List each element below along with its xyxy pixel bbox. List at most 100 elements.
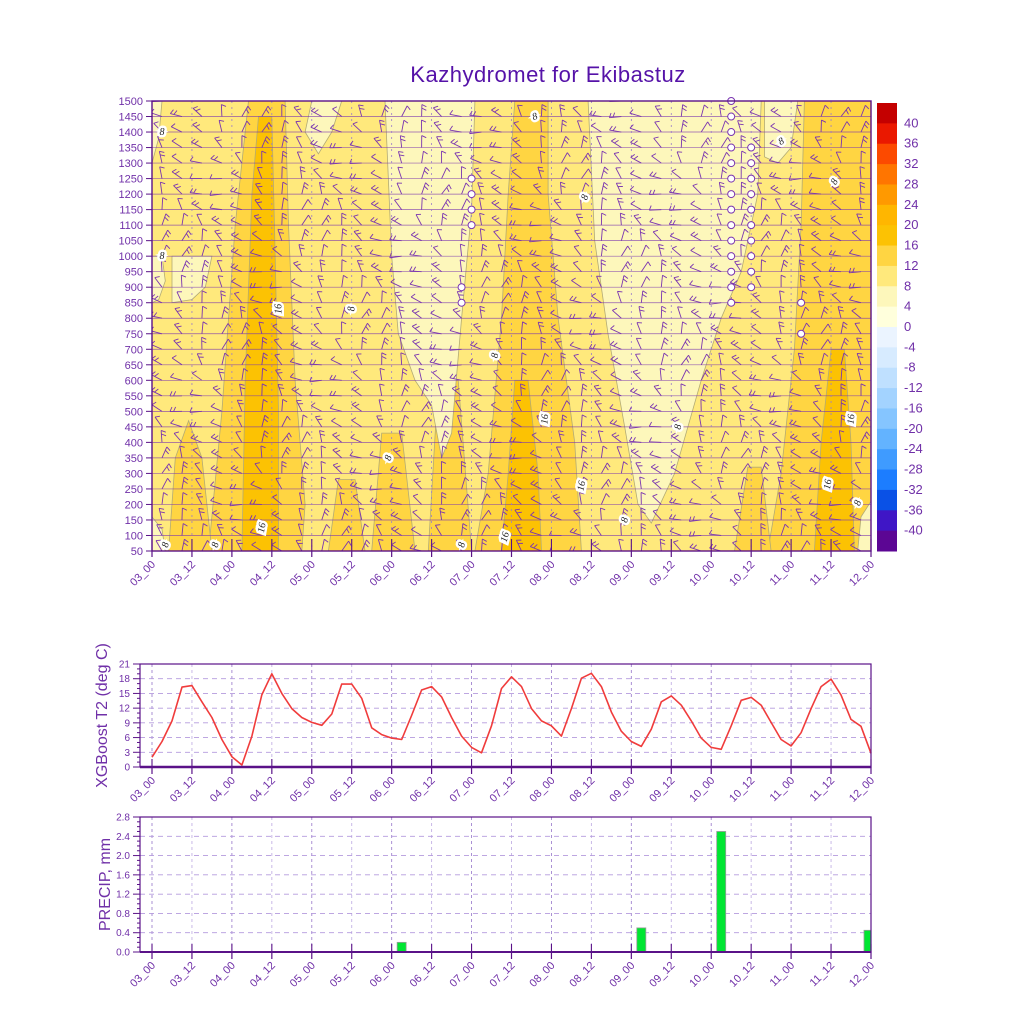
colorbar-segment — [877, 204, 897, 226]
contour-region — [327, 479, 366, 551]
x-tick-label: 09_00 — [607, 775, 637, 805]
x-tick-label: 07_12 — [488, 960, 518, 990]
x-tick-label: 09_12 — [647, 960, 677, 990]
svg-text:8: 8 — [489, 352, 501, 359]
svg-text:04_12: 04_12 — [248, 775, 278, 805]
colorbar-tick-label: 40 — [904, 115, 918, 130]
colorbar-segment — [877, 489, 897, 511]
colorbar-tick-label: 24 — [904, 197, 918, 212]
height-tick-label: 750 — [125, 329, 143, 341]
colorbar-tick-label: 32 — [904, 156, 918, 171]
x-tick-label: 11_12 — [808, 775, 838, 805]
svg-text:8: 8 — [673, 424, 685, 431]
calm-circle — [727, 221, 736, 230]
height-tick-label: 1400 — [119, 127, 143, 139]
calm-circle — [467, 221, 476, 230]
height-tick-label: 950 — [125, 267, 143, 279]
calm-circle — [747, 236, 756, 245]
x-tick-label: 08_12 — [567, 559, 597, 589]
height-tick-label: 1150 — [119, 205, 143, 217]
contour-region — [857, 500, 871, 551]
colorbar-tick-label: 0 — [904, 319, 911, 334]
height-tick-label: 850 — [125, 298, 143, 310]
calm-circle — [727, 190, 736, 199]
calm-circle — [727, 283, 736, 292]
calm-circle — [727, 128, 736, 137]
t2-line — [151, 672, 872, 766]
svg-text:04_12: 04_12 — [248, 960, 278, 990]
colorbar-tick-label: 20 — [904, 217, 918, 232]
svg-text:11_12: 11_12 — [808, 960, 838, 990]
svg-text:09_00: 09_00 — [607, 775, 637, 805]
svg-text:16: 16 — [256, 522, 269, 534]
x-tick-label: 06_12 — [408, 960, 438, 990]
x-tick-label: 03_12 — [168, 559, 198, 589]
height-tick-label: 1250 — [119, 174, 143, 186]
height-tick-label: 250 — [125, 484, 143, 496]
svg-text:09_00: 09_00 — [607, 559, 637, 589]
x-tick-label: 12_00 — [847, 960, 877, 990]
x-tick-label: 11_00 — [768, 559, 798, 589]
svg-text:11_12: 11_12 — [808, 775, 838, 805]
height-tick-label: 1500 — [119, 96, 143, 108]
colorbar-segment — [877, 184, 897, 206]
colorbar-segment — [877, 449, 897, 471]
svg-text:16: 16 — [273, 304, 284, 314]
height-tick-label: 1050 — [119, 236, 143, 248]
t2-tick-label: 9 — [124, 718, 130, 729]
svg-text:05_12: 05_12 — [328, 775, 358, 805]
calm-circle — [457, 298, 466, 307]
t2-tick-label: 18 — [119, 674, 131, 685]
svg-text:06_00: 06_00 — [368, 559, 398, 589]
svg-text:03_00: 03_00 — [128, 559, 158, 589]
x-tick-label: 05_12 — [328, 775, 358, 805]
precip-tick-label: 0.4 — [116, 928, 130, 939]
x-tick-label: 04_12 — [248, 960, 278, 990]
colorbar-segment — [877, 388, 897, 409]
calm-circle — [467, 190, 476, 199]
t2-x-labels: 03_00 03_12 04_00 04_12 05_00 05_12 06_00 06_12… — [128, 775, 877, 805]
height-tick-label: 1200 — [119, 189, 143, 201]
height-tick-label: 1450 — [119, 112, 143, 124]
x-tick-label: 06_00 — [368, 559, 398, 589]
calm-circle — [747, 159, 756, 168]
svg-text:11_12: 11_12 — [808, 559, 838, 589]
colorbar-tick-label: 4 — [904, 299, 911, 314]
t2-panel: 0 3 6 9 12 15 18 21 03_00 03_12 04_00 04_12 05_00 05_… — [94, 643, 877, 805]
x-tick-label: 08_12 — [567, 960, 597, 990]
colorbar-segment — [877, 306, 897, 328]
colorbar: 4036322824201612840-4-8-12-16-20-24-28-3… — [877, 103, 923, 552]
svg-text:07_12: 07_12 — [488, 775, 518, 805]
height-tick-label: 150 — [125, 515, 143, 527]
svg-text:06_12: 06_12 — [408, 960, 438, 990]
x-tick-label: 06_12 — [408, 775, 438, 805]
colorbar-tick-label: -28 — [904, 462, 923, 477]
x-tick-label: 08_00 — [527, 960, 557, 990]
calm-circle — [727, 112, 736, 121]
height-tick-label: 500 — [125, 406, 143, 418]
height-tick-label: 50 — [131, 546, 143, 558]
calm-circle — [797, 298, 806, 307]
x-tick-label: 09_00 — [607, 960, 637, 990]
svg-text:10_12: 10_12 — [727, 775, 757, 805]
contour-region — [152, 516, 166, 551]
svg-text:07_00: 07_00 — [448, 775, 478, 805]
x-tick-label: 07_00 — [448, 960, 478, 990]
x-tick-label: 06_12 — [408, 559, 438, 589]
calm-circle — [457, 283, 466, 292]
colorbar-segment — [877, 286, 897, 308]
svg-text:05_12: 05_12 — [328, 960, 358, 990]
svg-text:12_00: 12_00 — [847, 960, 877, 990]
height-tick-label: 450 — [125, 422, 143, 434]
svg-text:06_12: 06_12 — [408, 775, 438, 805]
svg-text:8: 8 — [347, 306, 358, 311]
height-tick-label: 1350 — [119, 143, 143, 155]
calm-circle — [797, 329, 806, 338]
colorbar-segment — [877, 408, 897, 430]
svg-text:XGBoost T2 (deg C): XGBoost T2 (deg C) — [94, 643, 111, 788]
colorbar-segment — [877, 327, 897, 348]
x-tick-label: 08_12 — [567, 775, 597, 805]
x-tick-label: 10_00 — [687, 960, 717, 990]
x-tick-label: 04_12 — [248, 775, 278, 805]
